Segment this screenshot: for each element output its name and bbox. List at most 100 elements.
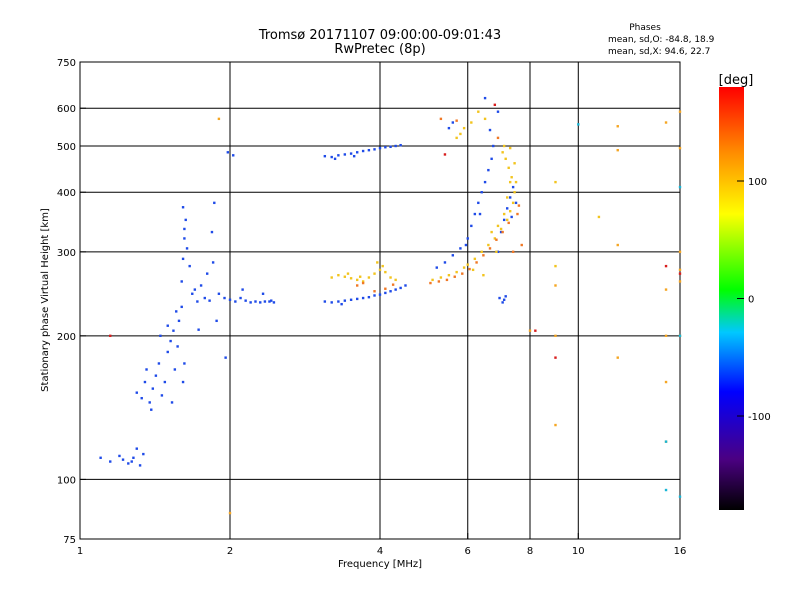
data-point [330,301,333,304]
data-point [520,243,523,247]
data-point [121,458,125,461]
data-point [505,207,509,210]
data-point [355,151,359,154]
data-point [157,362,161,365]
x-tick-label: 1 [77,546,83,557]
data-point [678,495,682,498]
data-point [183,362,186,365]
data-point [554,423,557,427]
data-point [466,263,469,266]
data-point [349,152,353,155]
data-point [183,237,186,240]
data-point [554,356,557,359]
x-tick-label: 16 [674,546,687,557]
data-point [480,250,483,254]
data-point [439,276,443,279]
data-point [323,154,327,158]
data-point [394,144,397,148]
data-point [447,126,451,130]
data-point [514,180,518,184]
data-point [554,284,557,287]
data-point [175,310,178,313]
data-point [205,272,209,275]
data-point [228,298,232,301]
data-point [349,277,353,280]
data-point [389,145,392,149]
data-point [127,462,130,465]
data-point [181,380,185,384]
y-axis-label: Stationary phase Virtual Height [km] [40,208,51,392]
data-point [510,215,513,219]
data-point [554,334,557,338]
data-point [462,266,466,269]
data-point [355,278,359,282]
data-point [502,298,506,301]
data-point [367,295,371,299]
data-point [678,185,682,189]
data-point [480,191,483,194]
data-point [166,324,169,327]
y-tick-label: 400 [57,188,76,199]
data-point [453,275,456,278]
data-point [394,288,397,291]
data-point [181,206,185,209]
data-point [180,280,183,283]
data-point [184,218,187,222]
data-point [478,212,482,216]
data-point [384,291,387,295]
data-point [268,300,271,303]
y-tick-label: 750 [57,58,76,69]
x-tick-label: 8 [527,546,533,557]
data-point [142,452,145,456]
data-point [443,153,447,156]
data-point [140,396,143,400]
data-point [211,261,215,264]
data-point [501,230,504,234]
data-point [487,243,490,247]
colorbar-tick-label: 0 [748,295,754,306]
data-point [358,275,362,278]
data-point [244,299,247,302]
x-tick-label: 4 [377,546,383,557]
data-point [664,264,668,268]
data-point [502,144,506,148]
data-point [199,284,203,287]
data-point [373,290,376,293]
data-point [333,157,337,161]
data-point [511,185,515,189]
data-point [508,209,512,213]
plot-area: 1 2 4 6 8 10 16 75 100 200 300 400 500 600 750 [57,58,686,557]
data-point [376,261,379,264]
data-point [226,151,230,154]
data-point [528,329,532,332]
data-point [259,301,262,304]
data-point [495,238,498,241]
data-point [193,288,197,291]
data-point [346,272,350,275]
data-point [381,264,384,268]
data-point [678,280,682,283]
data-point [477,201,480,205]
data-point [504,295,507,298]
data-point [597,215,601,219]
data-point [389,290,392,293]
data-point [254,300,257,303]
data-point [361,281,365,285]
data-point [502,218,506,222]
data-point [678,334,682,338]
data-point [455,270,458,274]
data-point [224,356,227,359]
data-point [132,456,135,459]
data-point [477,110,480,113]
data-point [340,302,343,306]
data-point [431,278,434,282]
data-point [228,511,232,515]
data-point [373,148,376,151]
data-point [249,301,252,304]
data-point [429,281,432,285]
y-axis-ticks: 75 100 200 300 400 500 600 750 [57,58,86,546]
data-point [435,266,438,269]
data-point [490,230,493,234]
data-point [109,334,112,338]
data-point [263,300,267,303]
